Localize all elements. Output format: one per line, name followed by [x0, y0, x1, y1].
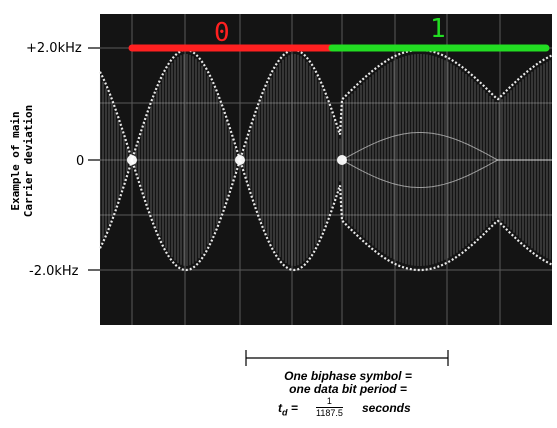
period-formula: td = 1 1187.5 seconds — [270, 396, 450, 426]
y-label-top: +2.0kHz — [26, 41, 82, 56]
formula-unit: seconds — [362, 401, 411, 415]
side-label-line2: Carrier deviation — [22, 104, 35, 218]
symbol-period-bracket — [245, 350, 449, 366]
carrier-trace — [99, 48, 553, 272]
zero-crossing-2 — [337, 155, 347, 165]
y-label-zero: 0 — [76, 154, 85, 169]
bit-zero-label: 0 — [214, 18, 230, 48]
symbol-caption: One biphase symbol = one data bit period… — [248, 370, 448, 396]
side-label-line1: Example of main — [9, 111, 22, 211]
side-axis-label: Example of main Carrier deviation — [9, 71, 35, 251]
formula-sub: d — [282, 407, 288, 418]
formula-fraction: 1 1187.5 — [316, 396, 343, 419]
caption-line2: one data bit period = — [289, 382, 407, 396]
zero-crossing-0 — [127, 155, 137, 165]
envelope-upper — [99, 48, 553, 164]
envelope-lower — [99, 156, 553, 272]
formula-eq: = — [287, 401, 298, 415]
axis-ticks — [88, 47, 100, 271]
formula-denominator: 1187.5 — [316, 408, 343, 418]
zero-crossing-1 — [235, 155, 245, 165]
caption-line1: One biphase symbol = — [284, 369, 412, 383]
inner-trace-lower — [341, 159, 552, 188]
bit-one-label: 1 — [430, 14, 446, 44]
formula-numerator: 1 — [316, 396, 343, 408]
scope-screen — [100, 14, 552, 325]
formula-lhs: t — [278, 401, 282, 415]
y-label-bottom: -2.0kHz — [29, 264, 79, 279]
